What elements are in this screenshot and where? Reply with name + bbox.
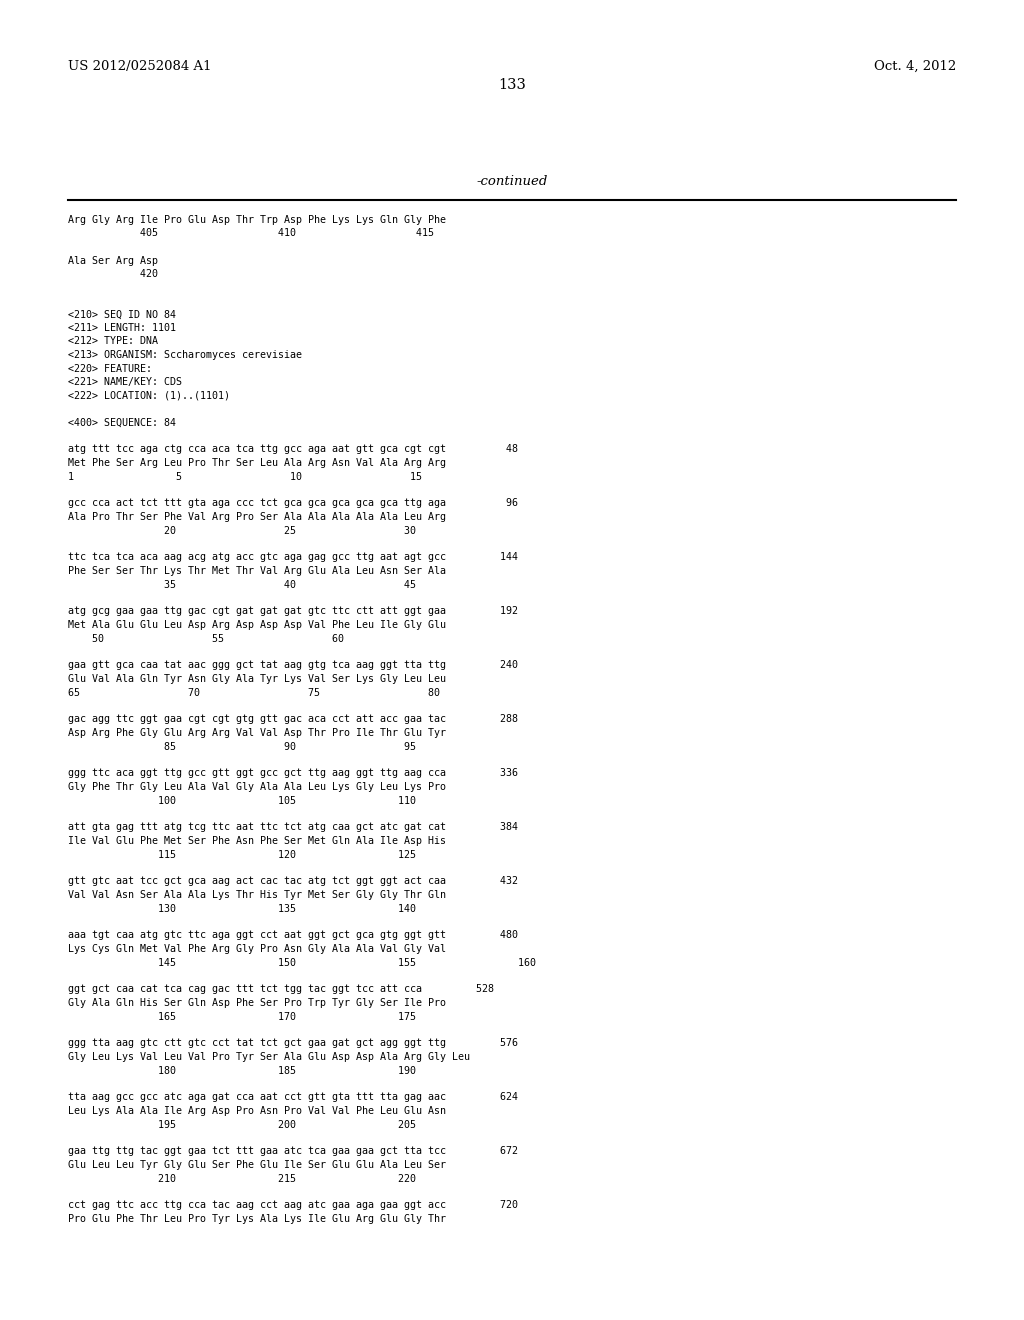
Text: Oct. 4, 2012: Oct. 4, 2012 [873,59,956,73]
Text: Ile Val Glu Phe Met Ser Phe Asn Phe Ser Met Gln Ala Ile Asp His: Ile Val Glu Phe Met Ser Phe Asn Phe Ser … [68,836,446,846]
Text: cct gag ttc acc ttg cca tac aag cct aag atc gaa aga gaa ggt acc         720: cct gag ttc acc ttg cca tac aag cct aag … [68,1200,518,1210]
Text: 65                  70                  75                  80: 65 70 75 80 [68,688,440,697]
Text: 50                  55                  60: 50 55 60 [68,634,344,644]
Text: Glu Val Ala Gln Tyr Asn Gly Ala Tyr Lys Val Ser Lys Gly Leu Leu: Glu Val Ala Gln Tyr Asn Gly Ala Tyr Lys … [68,675,446,684]
Text: 115                 120                 125: 115 120 125 [68,850,416,859]
Text: Gly Leu Lys Val Leu Val Pro Tyr Ser Ala Glu Asp Asp Ala Arg Gly Leu: Gly Leu Lys Val Leu Val Pro Tyr Ser Ala … [68,1052,470,1063]
Text: -continued: -continued [476,176,548,187]
Text: 1                 5                  10                  15: 1 5 10 15 [68,471,422,482]
Text: <211> LENGTH: 1101: <211> LENGTH: 1101 [68,323,176,333]
Text: 85                  90                  95: 85 90 95 [68,742,416,751]
Text: 145                 150                 155                 160: 145 150 155 160 [68,957,536,968]
Text: 180                 185                 190: 180 185 190 [68,1065,416,1076]
Text: gaa gtt gca caa tat aac ggg gct tat aag gtg tca aag ggt tta ttg         240: gaa gtt gca caa tat aac ggg gct tat aag … [68,660,518,671]
Text: tta aag gcc gcc atc aga gat cca aat cct gtt gta ttt tta gag aac         624: tta aag gcc gcc atc aga gat cca aat cct … [68,1093,518,1102]
Text: 420: 420 [68,269,158,279]
Text: 210                 215                 220: 210 215 220 [68,1173,416,1184]
Text: Gly Ala Gln His Ser Gln Asp Phe Ser Pro Trp Tyr Gly Ser Ile Pro: Gly Ala Gln His Ser Gln Asp Phe Ser Pro … [68,998,446,1008]
Text: 195                 200                 205: 195 200 205 [68,1119,416,1130]
Text: <210> SEQ ID NO 84: <210> SEQ ID NO 84 [68,309,176,319]
Text: <212> TYPE: DNA: <212> TYPE: DNA [68,337,158,346]
Text: <221> NAME/KEY: CDS: <221> NAME/KEY: CDS [68,378,182,387]
Text: Phe Ser Ser Thr Lys Thr Met Thr Val Arg Glu Ala Leu Asn Ser Ala: Phe Ser Ser Thr Lys Thr Met Thr Val Arg … [68,566,446,576]
Text: atg gcg gaa gaa ttg gac cgt gat gat gat gtc ttc ctt att ggt gaa         192: atg gcg gaa gaa ttg gac cgt gat gat gat … [68,606,518,616]
Text: Met Ala Glu Glu Leu Asp Arg Asp Asp Asp Val Phe Leu Ile Gly Glu: Met Ala Glu Glu Leu Asp Arg Asp Asp Asp … [68,620,446,630]
Text: <400> SEQUENCE: 84: <400> SEQUENCE: 84 [68,417,176,428]
Text: atg ttt tcc aga ctg cca aca tca ttg gcc aga aat gtt gca cgt cgt          48: atg ttt tcc aga ctg cca aca tca ttg gcc … [68,445,518,454]
Text: Ala Ser Arg Asp: Ala Ser Arg Asp [68,256,158,265]
Text: Arg Gly Arg Ile Pro Glu Asp Thr Trp Asp Phe Lys Lys Gln Gly Phe: Arg Gly Arg Ile Pro Glu Asp Thr Trp Asp … [68,215,446,224]
Text: gcc cca act tct ttt gta aga ccc tct gca gca gca gca gca ttg aga          96: gcc cca act tct ttt gta aga ccc tct gca … [68,499,518,508]
Text: att gta gag ttt atg tcg ttc aat ttc tct atg caa gct atc gat cat         384: att gta gag ttt atg tcg ttc aat ttc tct … [68,822,518,833]
Text: Leu Lys Ala Ala Ile Arg Asp Pro Asn Pro Val Val Phe Leu Glu Asn: Leu Lys Ala Ala Ile Arg Asp Pro Asn Pro … [68,1106,446,1115]
Text: gac agg ttc ggt gaa cgt cgt gtg gtt gac aca cct att acc gaa tac         288: gac agg ttc ggt gaa cgt cgt gtg gtt gac … [68,714,518,725]
Text: Met Phe Ser Arg Leu Pro Thr Ser Leu Ala Arg Asn Val Ala Arg Arg: Met Phe Ser Arg Leu Pro Thr Ser Leu Ala … [68,458,446,469]
Text: ttc tca tca aca aag acg atg acc gtc aga gag gcc ttg aat agt gcc         144: ttc tca tca aca aag acg atg acc gtc aga … [68,553,518,562]
Text: Pro Glu Phe Thr Leu Pro Tyr Lys Ala Lys Ile Glu Arg Glu Gly Thr: Pro Glu Phe Thr Leu Pro Tyr Lys Ala Lys … [68,1214,446,1224]
Text: <222> LOCATION: (1)..(1101): <222> LOCATION: (1)..(1101) [68,391,230,400]
Text: gaa ttg ttg tac ggt gaa tct ttt gaa atc tca gaa gaa gct tta tcc         672: gaa ttg ttg tac ggt gaa tct ttt gaa atc … [68,1147,518,1156]
Text: <220> FEATURE:: <220> FEATURE: [68,363,152,374]
Text: US 2012/0252084 A1: US 2012/0252084 A1 [68,59,212,73]
Text: 405                    410                    415: 405 410 415 [68,228,434,239]
Text: Lys Cys Gln Met Val Phe Arg Gly Pro Asn Gly Ala Ala Val Gly Val: Lys Cys Gln Met Val Phe Arg Gly Pro Asn … [68,944,446,954]
Text: 20                  25                  30: 20 25 30 [68,525,416,536]
Text: Glu Leu Leu Tyr Gly Glu Ser Phe Glu Ile Ser Glu Glu Ala Leu Ser: Glu Leu Leu Tyr Gly Glu Ser Phe Glu Ile … [68,1160,446,1170]
Text: 133: 133 [498,78,526,92]
Text: Val Val Asn Ser Ala Ala Lys Thr His Tyr Met Ser Gly Gly Thr Gln: Val Val Asn Ser Ala Ala Lys Thr His Tyr … [68,890,446,900]
Text: ggt gct caa cat tca cag gac ttt tct tgg tac ggt tcc att cca         528: ggt gct caa cat tca cag gac ttt tct tgg … [68,985,494,994]
Text: 100                 105                 110: 100 105 110 [68,796,416,805]
Text: 130                 135                 140: 130 135 140 [68,903,416,913]
Text: Asp Arg Phe Gly Glu Arg Arg Val Val Asp Thr Pro Ile Thr Glu Tyr: Asp Arg Phe Gly Glu Arg Arg Val Val Asp … [68,729,446,738]
Text: ggg ttc aca ggt ttg gcc gtt ggt gcc gct ttg aag ggt ttg aag cca         336: ggg ttc aca ggt ttg gcc gtt ggt gcc gct … [68,768,518,779]
Text: <213> ORGANISM: Sccharomyces cerevisiae: <213> ORGANISM: Sccharomyces cerevisiae [68,350,302,360]
Text: ggg tta aag gtc ctt gtc cct tat tct gct gaa gat gct agg ggt ttg         576: ggg tta aag gtc ctt gtc cct tat tct gct … [68,1039,518,1048]
Text: Ala Pro Thr Ser Phe Val Arg Pro Ser Ala Ala Ala Ala Ala Leu Arg: Ala Pro Thr Ser Phe Val Arg Pro Ser Ala … [68,512,446,521]
Text: aaa tgt caa atg gtc ttc aga ggt cct aat ggt gct gca gtg ggt gtt         480: aaa tgt caa atg gtc ttc aga ggt cct aat … [68,931,518,940]
Text: 35                  40                  45: 35 40 45 [68,579,416,590]
Text: Gly Phe Thr Gly Leu Ala Val Gly Ala Ala Leu Lys Gly Leu Lys Pro: Gly Phe Thr Gly Leu Ala Val Gly Ala Ala … [68,781,446,792]
Text: gtt gtc aat tcc gct gca aag act cac tac atg tct ggt ggt act caa         432: gtt gtc aat tcc gct gca aag act cac tac … [68,876,518,887]
Text: 165                 170                 175: 165 170 175 [68,1011,416,1022]
